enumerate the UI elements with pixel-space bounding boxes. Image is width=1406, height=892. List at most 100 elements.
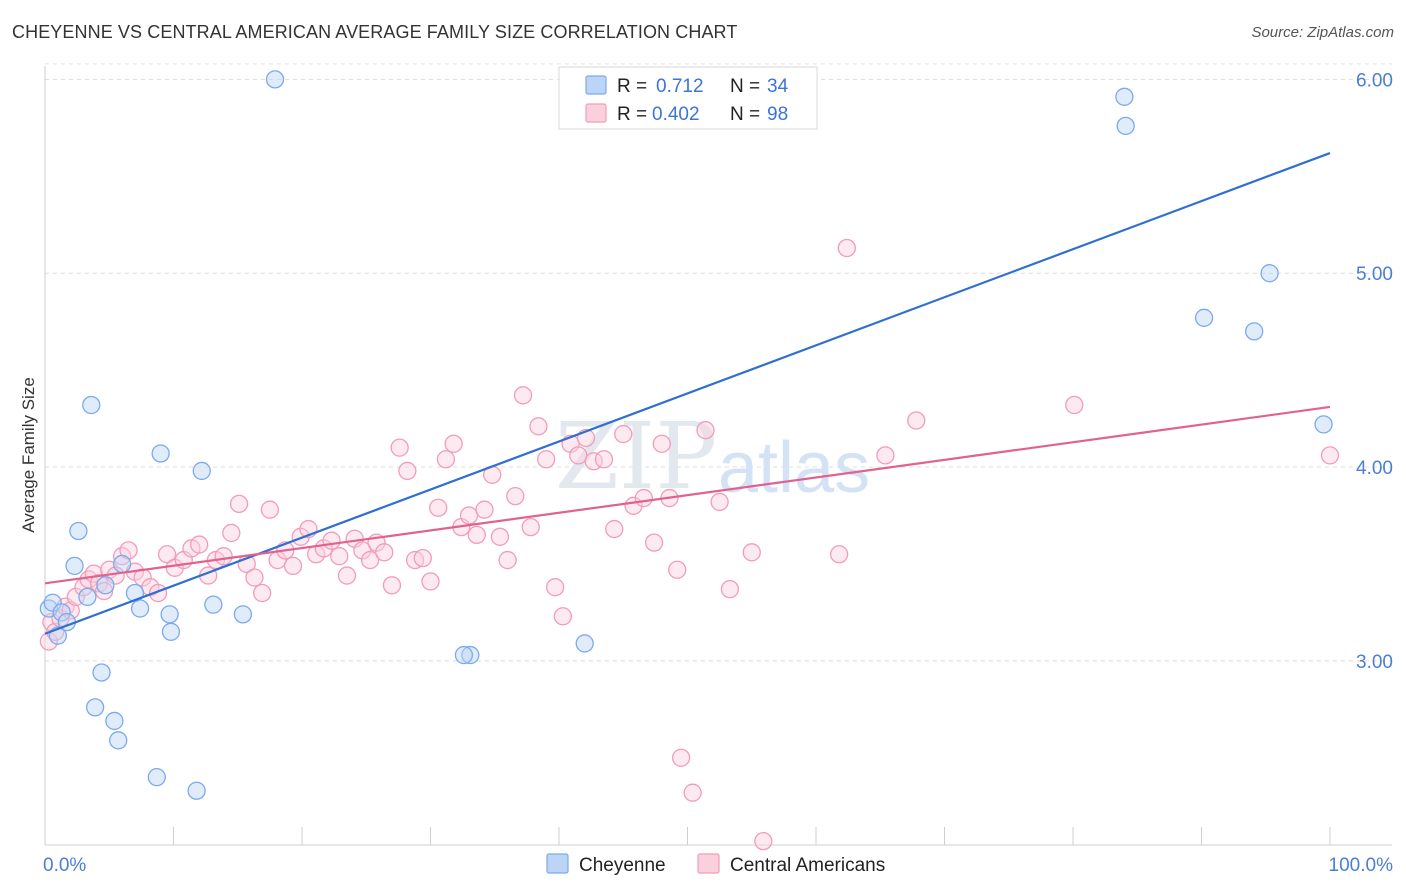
central-americans-point-95 (907, 411, 926, 430)
axes (44, 66, 1392, 846)
legend-n-value-1: 34 (767, 76, 789, 97)
central-americans-point-65 (506, 486, 525, 506)
central-americans-point-33 (260, 500, 280, 519)
central-americans-point-81 (644, 533, 664, 552)
cheyenne-point-30 (1116, 116, 1135, 136)
legend-n-value-2: 98 (767, 104, 788, 125)
legend-swatch-cheyenne (585, 75, 607, 95)
cheyenne-point-18 (151, 444, 170, 463)
legend-r-value-1: 0.712 (656, 76, 704, 97)
central-americans-point-42 (330, 547, 349, 566)
central-americans-point-28 (222, 523, 241, 543)
cheyenne-point-3 (52, 603, 71, 622)
central-americans-point-70 (545, 578, 565, 597)
grid-lines (45, 63, 1392, 662)
central-americans-point-20 (157, 545, 177, 564)
central-americans-point-73 (569, 446, 588, 465)
x-tick-label-max: 100.0% (1329, 855, 1394, 876)
y-tick-labels: 3.00 4.00 5.00 6.00 (1356, 70, 1393, 672)
legend-r-label-1: R = (617, 76, 647, 97)
cheyenne-point-10 (92, 663, 111, 682)
central-americans-point-89 (720, 579, 740, 599)
cheyenne-point-8 (82, 395, 101, 415)
central-americans-point-90 (742, 543, 761, 562)
watermark-zip: ZIP (555, 403, 717, 510)
central-americans-point-71 (553, 607, 573, 626)
central-americans-point-50 (390, 438, 409, 457)
central-americans-point-32 (253, 583, 272, 603)
cheyenne-point-26 (461, 645, 480, 665)
cheyenne-point-20 (161, 622, 181, 641)
cheyenne-point-12 (105, 711, 124, 731)
cheyenne-point-13 (109, 731, 128, 750)
cheyenne-point-31 (1194, 308, 1214, 327)
correlation-legend: R = 0.712 N = 34 R = 0.402 N = 98 (558, 66, 818, 130)
x-tick-labels: 0.0% 100.0% (43, 855, 1393, 876)
cheyenne-point-6 (69, 521, 88, 541)
central-americans-point-97 (1320, 446, 1340, 465)
central-americans-point-54 (421, 572, 440, 591)
central-americans-point-85 (671, 748, 691, 767)
cheyenne-point-28 (575, 634, 594, 653)
cheyenne-point-11 (96, 576, 115, 595)
source-credit: Source: ZipAtlas.com (1251, 24, 1394, 41)
cheyenne-point-34 (1314, 415, 1333, 434)
cheyenne-point-21 (187, 781, 206, 800)
y-axis-title: Average Family Size (19, 377, 38, 533)
central-americans-point-31 (245, 568, 264, 587)
central-americans-point-80 (634, 488, 653, 508)
central-americans-point-60 (467, 525, 486, 545)
central-americans-point-46 (360, 550, 380, 570)
central-americans-point-43 (337, 566, 357, 585)
cheyenne-point-22 (192, 461, 211, 481)
central-americans-point-11 (94, 581, 114, 601)
central-americans-point-27 (214, 547, 233, 566)
central-americans-point-84 (668, 560, 687, 579)
cheyenne-trend-line (44, 152, 1331, 635)
central-americans-point-41 (322, 531, 341, 550)
cheyenne-point-5 (65, 556, 84, 576)
central-americans-point-56 (436, 450, 456, 469)
cheyenne-point-19 (160, 605, 179, 624)
cheyenne-point-14 (112, 554, 132, 574)
central-americans-point-87 (696, 421, 715, 440)
central-americans-point-45 (353, 541, 372, 560)
central-americans-point-78 (614, 424, 633, 444)
central-americans-point-67 (521, 517, 540, 537)
cheyenne-point-27 (454, 645, 474, 665)
central-americans-point-66 (513, 386, 533, 405)
central-americans-point-82 (652, 434, 671, 453)
central-americans-trend-line (44, 405, 1331, 585)
central-americans-point-91 (754, 831, 773, 851)
cheyenne-point-25 (265, 70, 285, 89)
cheyenne-point-24 (233, 605, 253, 624)
y-tick-label-0: 3.00 (1356, 652, 1393, 673)
y-tick-label-3: 6.00 (1356, 70, 1393, 91)
central-americans-point-49 (382, 576, 402, 595)
central-americans-point-64 (498, 550, 517, 570)
y-tick-label-2: 5.00 (1356, 264, 1393, 285)
central-americans-point-5 (61, 601, 80, 620)
legend-swatch-central-americans (585, 103, 607, 123)
cheyenne-point-9 (85, 698, 105, 717)
cheyenne-point-7 (78, 587, 97, 607)
central-americans-point-59 (459, 506, 479, 525)
chart-title: CHEYENNE VS CENTRAL AMERICAN AVERAGE FAM… (12, 22, 738, 42)
legend-r-label-2: R = (617, 104, 647, 125)
cheyenne-point-16 (130, 599, 150, 618)
central-americans-point-69 (537, 450, 556, 469)
cheyenne-point-23 (204, 595, 223, 614)
central-americans-point-88 (710, 492, 729, 512)
central-americans-point-29 (229, 494, 249, 514)
legend-r-value-2: 0.402 (652, 104, 700, 125)
central-americans-point-68 (529, 417, 548, 436)
series-legend-label-central-americans: Central Americans (730, 855, 885, 876)
y-tick-label-1: 4.00 (1356, 458, 1393, 479)
central-americans-point-48 (375, 543, 394, 562)
central-americans-point-53 (413, 548, 432, 568)
central-americans-point-86 (683, 783, 702, 802)
central-americans-point-57 (444, 434, 463, 453)
series-legend: Cheyenne Central Americans (546, 853, 885, 876)
central-americans-point-77 (605, 519, 624, 539)
